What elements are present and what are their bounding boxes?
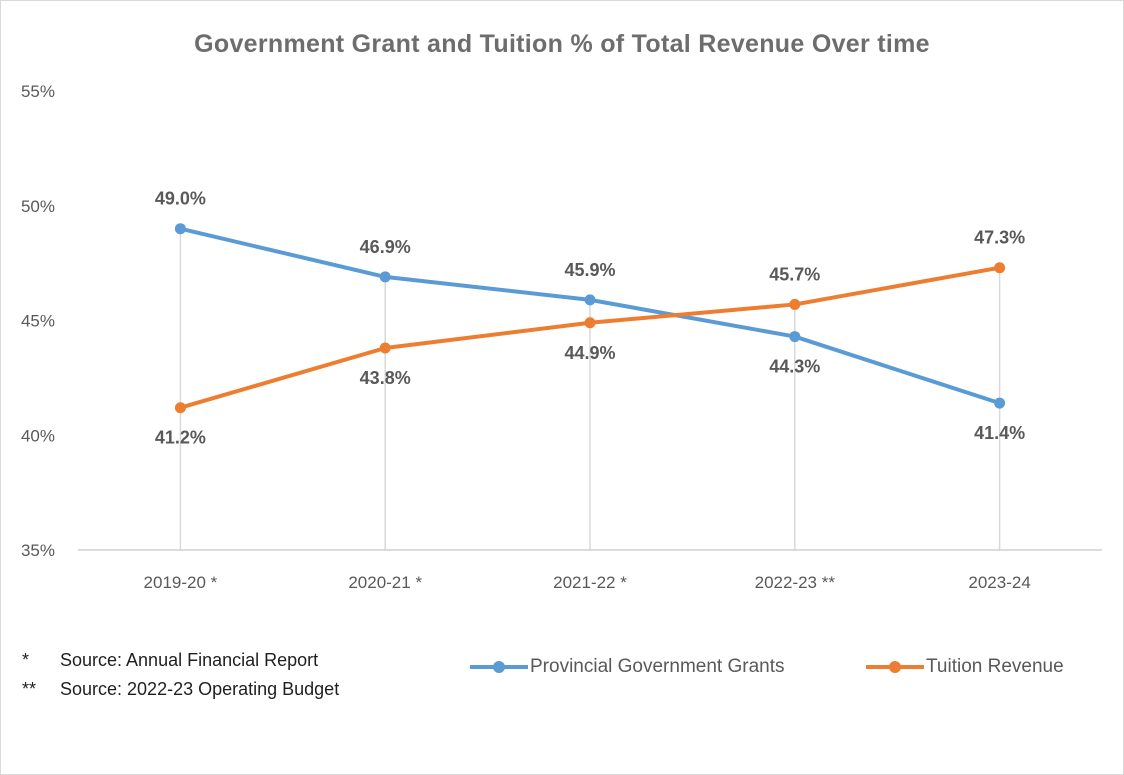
legend-item-grants: Provincial Government Grants	[470, 656, 785, 678]
x-tick-label: 2022-23 **	[755, 573, 836, 592]
y-tick-label: 50%	[21, 197, 55, 216]
series-0-point	[584, 294, 596, 306]
source-note-2-text: Source: 2022-23 Operating Budget	[60, 679, 340, 699]
data-label: 41.4%	[974, 423, 1025, 443]
data-label: 45.7%	[769, 264, 820, 284]
legend-swatch-grants	[470, 661, 528, 673]
series-1-point	[789, 298, 801, 310]
source-note-1-mark: *	[22, 650, 30, 670]
chart-title: Government Grant and Tuition % of Total …	[194, 30, 930, 58]
series-1-point	[379, 342, 391, 354]
y-tick-label: 40%	[21, 426, 55, 445]
legend-label-tuition: Tuition Revenue	[926, 656, 1064, 677]
y-tick-label: 35%	[21, 541, 55, 560]
source-note-1: * Source: Annual Financial Report	[22, 650, 318, 671]
data-label: 46.9%	[360, 237, 411, 257]
data-label: 44.9%	[564, 343, 615, 363]
legend-swatch-tuition	[866, 661, 924, 673]
data-label: 45.9%	[564, 260, 615, 280]
series-0-point	[379, 271, 391, 283]
x-tick-label: 2019-20 *	[144, 573, 218, 592]
x-tick-label: 2021-22 *	[553, 573, 627, 592]
series-0-point	[994, 397, 1006, 409]
data-label: 44.3%	[769, 357, 820, 377]
x-tick-label: 2023-24	[968, 573, 1030, 592]
source-note-2-mark: **	[22, 679, 37, 699]
source-note-2: ** Source: 2022-23 Operating Budget	[22, 679, 339, 700]
data-label: 47.3%	[974, 228, 1025, 248]
y-tick-label: 55%	[21, 82, 55, 101]
y-tick-label: 45%	[21, 312, 55, 331]
legend-item-tuition: Tuition Revenue	[866, 656, 1064, 678]
legend-label-grants: Provincial Government Grants	[530, 656, 785, 677]
series-1-point	[994, 262, 1006, 274]
source-note-1-text: Source: Annual Financial Report	[60, 650, 319, 670]
data-label: 43.8%	[360, 368, 411, 388]
x-tick-label: 2020-21 *	[348, 573, 422, 592]
data-label: 41.2%	[155, 428, 206, 448]
series-1-point	[584, 317, 596, 329]
data-label: 49.0%	[155, 189, 206, 209]
series-0-point	[789, 331, 801, 343]
series-1-point	[174, 402, 186, 414]
series-0-point	[174, 223, 186, 235]
